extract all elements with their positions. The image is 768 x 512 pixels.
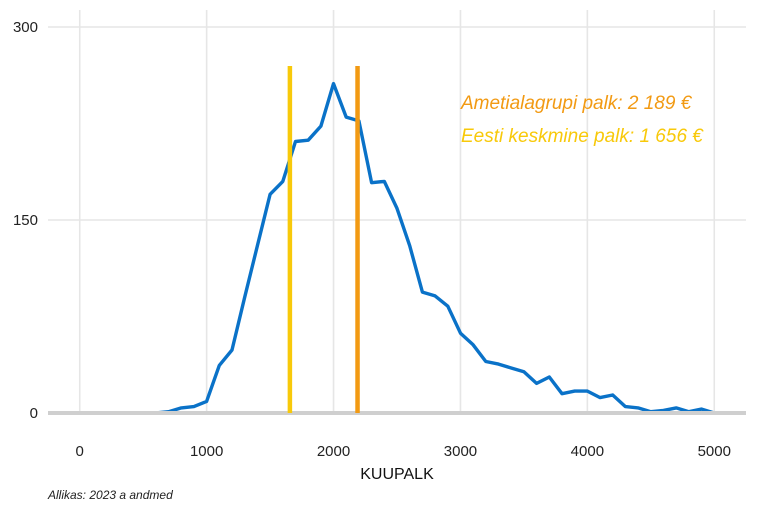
salary-density-line	[79, 81, 715, 415]
reference-line-label: Eesti keskmine palk: 1 656 €	[461, 126, 704, 147]
x-tick-label: 0	[76, 443, 84, 460]
x-axis-label: KUUPALK	[360, 466, 434, 483]
x-tick-label: 2000	[317, 443, 350, 460]
source-note: Allikas: 2023 a andmed	[48, 488, 173, 502]
x-tick-label: 1000	[190, 443, 223, 460]
reference-lines	[287, 66, 360, 413]
y-tick-label: 300	[13, 19, 38, 36]
y-axis-tick-labels: 0 150 300	[13, 19, 38, 422]
y-tick-label: 0	[30, 405, 38, 422]
x-tick-label: 4000	[571, 443, 604, 460]
x-tick-label: 5000	[698, 443, 731, 460]
x-axis-tick-labels: 0 1000 2000 3000 4000 5000	[76, 443, 731, 460]
reference-line-label: Ametialagrupi palk: 2 189 €	[460, 93, 693, 114]
y-tick-label: 150	[13, 212, 38, 229]
x-tick-label: 3000	[444, 443, 477, 460]
annotations: Ametialagrupi palk: 2 189 € Eesti keskmin…	[460, 93, 704, 147]
